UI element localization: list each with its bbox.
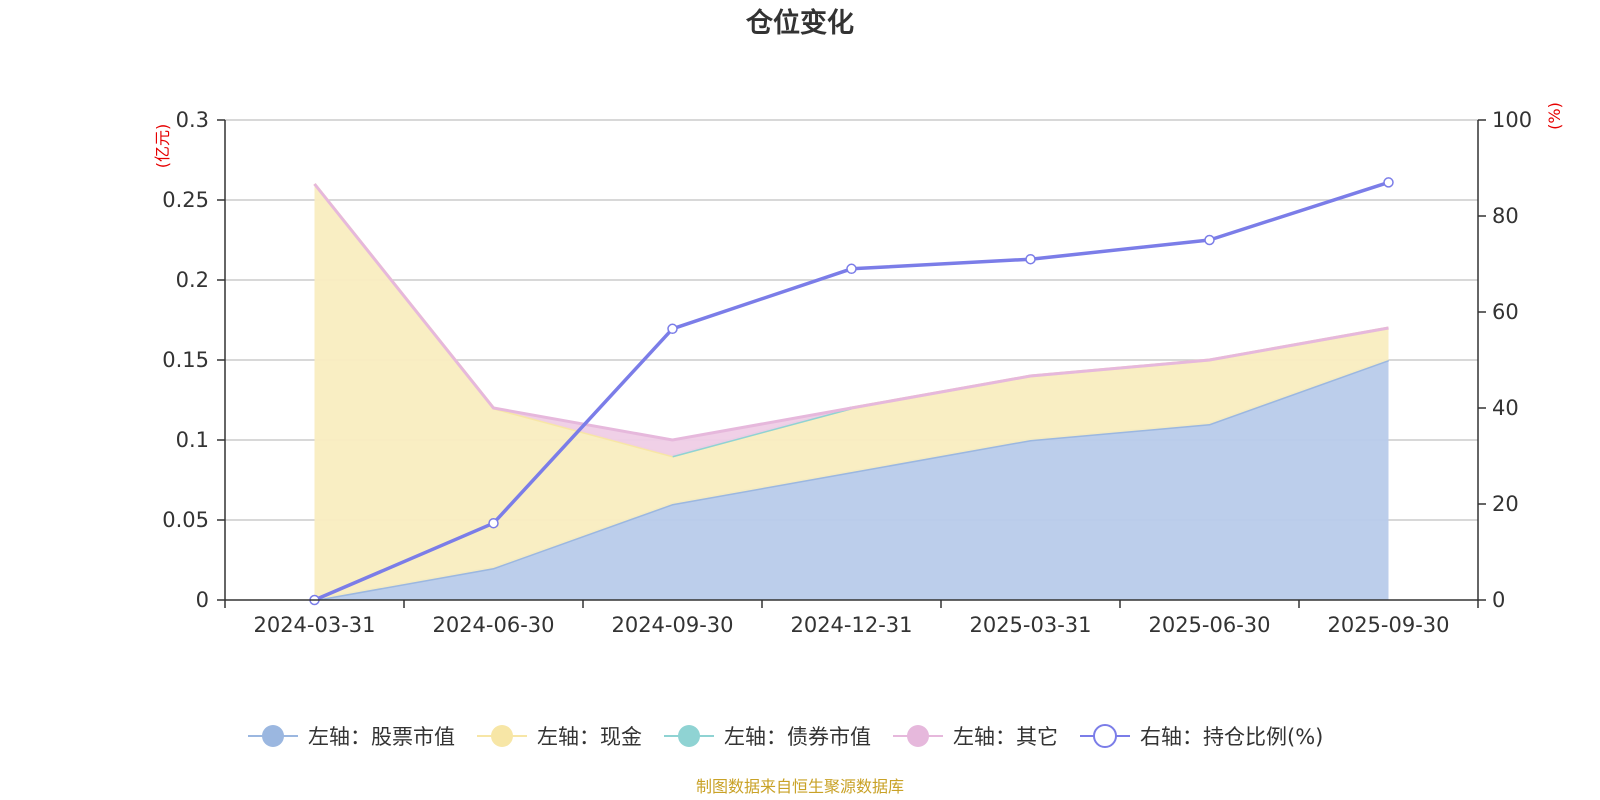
legend-label: 左轴：债券市值 bbox=[724, 725, 871, 749]
ratio-point bbox=[1204, 234, 1215, 246]
legend-item: 左轴：股票市值 bbox=[248, 725, 455, 749]
legend-label: 右轴：持仓比例(%) bbox=[1140, 725, 1323, 749]
x-axis-tick-label: 2025-09-30 bbox=[1327, 613, 1449, 637]
legend-item: 右轴：持仓比例(%) bbox=[1080, 724, 1323, 749]
left-axis-tick-label: 0.15 bbox=[162, 348, 209, 372]
legend-item: 左轴：现金 bbox=[477, 725, 642, 749]
legend-item: 左轴：债券市值 bbox=[664, 725, 871, 749]
area-series-1 bbox=[314, 184, 1389, 600]
x-axis-tick-label: 2024-12-31 bbox=[790, 613, 912, 637]
x-axis-tick-label: 2024-03-31 bbox=[253, 613, 375, 637]
ratio-point bbox=[488, 517, 499, 529]
legend-symbol-marker bbox=[1093, 724, 1117, 748]
legend-symbol-marker bbox=[678, 725, 700, 747]
ratio-point bbox=[846, 263, 857, 275]
legend-symbol-marker bbox=[907, 725, 929, 747]
right-axis-tick-label: 100 bbox=[1492, 108, 1532, 132]
right-axis-tick-label: 0 bbox=[1492, 588, 1505, 612]
x-axis-tick-label: 2025-06-30 bbox=[1148, 613, 1270, 637]
ratio-point bbox=[667, 323, 678, 335]
legend-item: 左轴：其它 bbox=[893, 725, 1058, 749]
left-axis-tick-label: 0 bbox=[196, 588, 209, 612]
area-series-0 bbox=[314, 360, 1389, 600]
axes: 0 0.05 0.1 0.15 0.2 0.25 0.3 0 20 40 60 80 100 2024-0… bbox=[162, 108, 1532, 637]
x-axis-tick-label: 2024-09-30 bbox=[611, 613, 733, 637]
left-axis-tick-label: 0.05 bbox=[162, 508, 209, 532]
right-axis-unit: (%) bbox=[1545, 102, 1564, 130]
left-axis-tick-label: 0.2 bbox=[176, 268, 209, 292]
ratio-point bbox=[1383, 177, 1394, 188]
right-axis-tick-label: 40 bbox=[1492, 396, 1519, 420]
right-axis-tick-label: 20 bbox=[1492, 492, 1519, 516]
legend-label: 左轴：其它 bbox=[953, 725, 1058, 749]
legend-label: 左轴：股票市值 bbox=[308, 725, 455, 749]
area-series-line-3 bbox=[313, 183, 1389, 442]
x-axis-tick-label: 2024-06-30 bbox=[432, 613, 554, 637]
left-axis-unit: (亿元) bbox=[153, 124, 172, 169]
right-axis-tick-label: 60 bbox=[1492, 300, 1519, 324]
x-axis-tick-label: 2025-03-31 bbox=[969, 613, 1091, 637]
left-axis-tick-label: 0.3 bbox=[176, 108, 209, 132]
legend-label: 左轴：现金 bbox=[537, 725, 642, 749]
ratio-point bbox=[1025, 253, 1036, 265]
right-axis-tick-label: 80 bbox=[1492, 204, 1519, 228]
legend-symbol-marker bbox=[262, 725, 284, 747]
area-series bbox=[313, 183, 1390, 602]
left-axis-tick-label: 0.25 bbox=[162, 188, 209, 212]
legend-symbol-marker bbox=[491, 725, 513, 747]
data-source-note: 制图数据来自恒生聚源数据库 bbox=[696, 777, 904, 796]
legend: 左轴：股票市值 左轴：现金 左轴：债券市值 左轴：其它 右轴：持仓比例(%) bbox=[248, 724, 1323, 749]
chart-title: 仓位变化 bbox=[745, 7, 854, 39]
left-axis-tick-label: 0.1 bbox=[176, 428, 209, 452]
